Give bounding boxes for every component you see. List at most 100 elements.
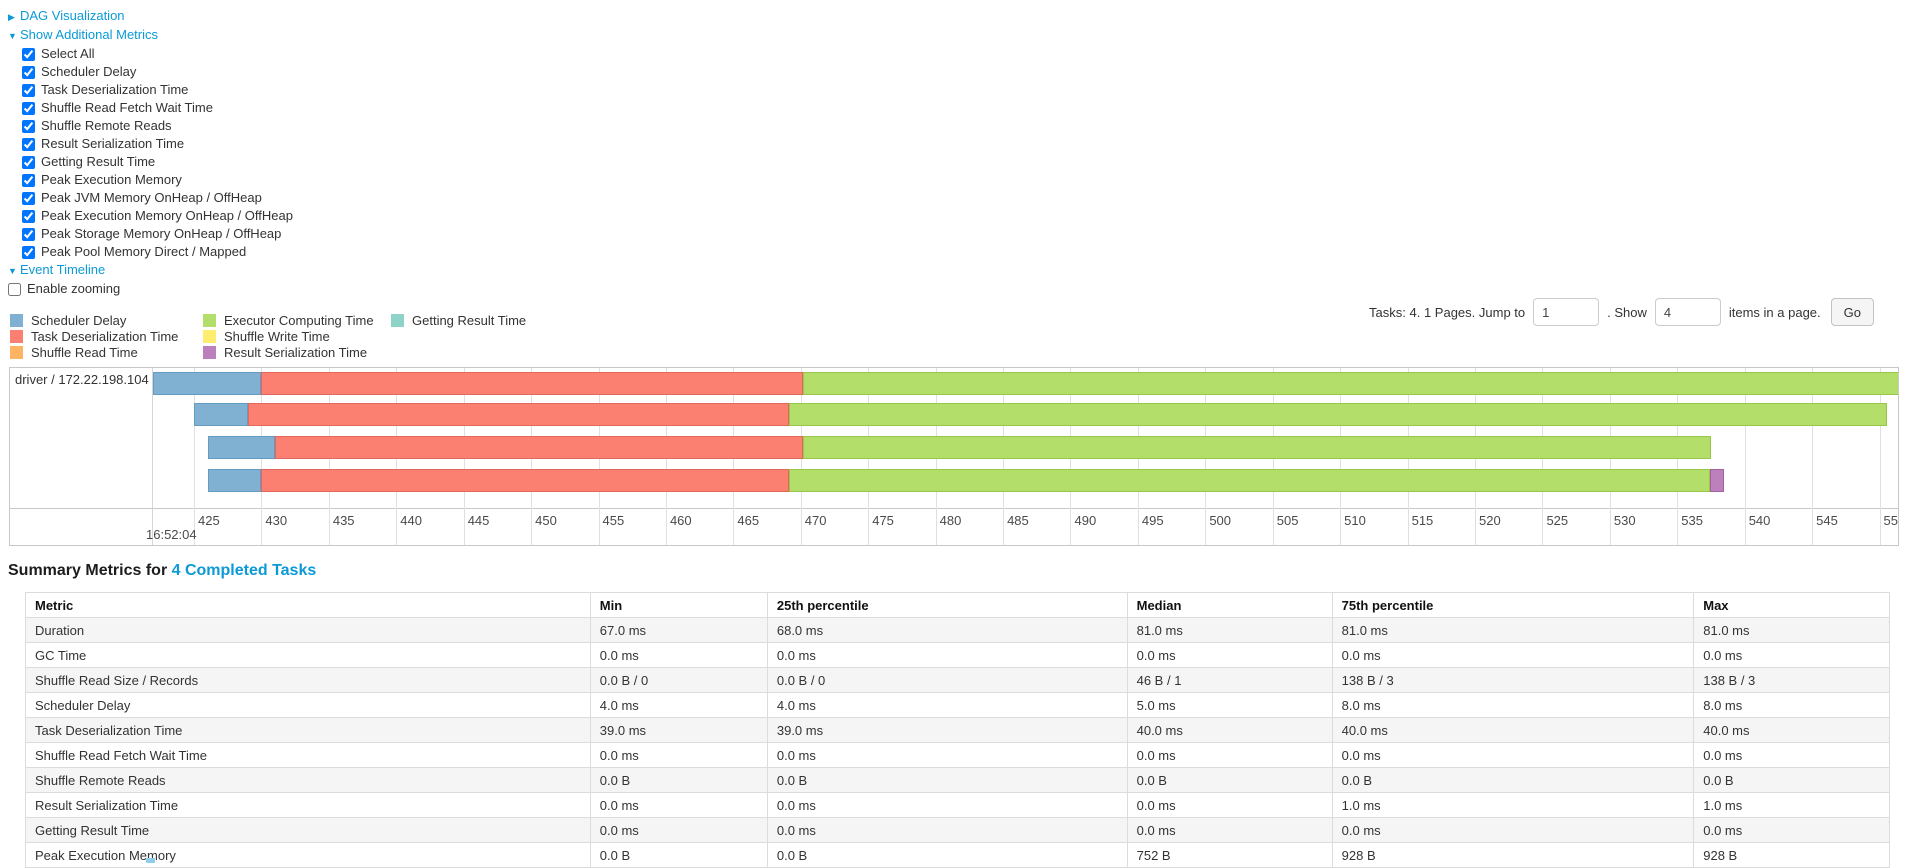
metric-value-cell: 1.0 ms — [1693, 792, 1890, 818]
task-segment-executor-computing[interactable] — [803, 372, 1898, 395]
timeline-label-panel: driver / 172.22.198.104 — [10, 368, 153, 545]
axis-tick-label: 515 — [1411, 513, 1434, 528]
task-segment-executor-computing[interactable] — [803, 436, 1712, 459]
summary-table-row: Shuffle Read Fetch Wait Time 0.0 ms 0.0 ms… — [25, 742, 1890, 768]
legend-swatch — [203, 329, 216, 343]
summary-heading-text: Summary Metrics for — [8, 562, 172, 579]
axis-tick-label: 490 — [1074, 513, 1097, 528]
metric-value-cell: 8.0 ms — [1693, 692, 1890, 718]
axis-tick-label: 505 — [1276, 513, 1299, 528]
metric-value-cell: 4.0 ms — [589, 692, 768, 718]
dag-visualization-toggle[interactable]: ▶ DAG Visualization — [8, 7, 1907, 26]
metric-value-cell: 0.0 ms — [766, 792, 1128, 818]
metric-checkbox-label: Task Deserialization Time — [41, 82, 189, 97]
metric-checkbox-row: Peak Execution Memory OnHeap / OffHeap — [8, 207, 1907, 225]
metric-checkbox[interactable] — [22, 83, 35, 97]
task-segment-task-deserialization[interactable] — [274, 436, 804, 459]
axis-time-label: 16:52:04 — [146, 527, 197, 542]
summary-table-row: Task Deserialization Time 39.0 ms 39.0 ms 4… — [25, 717, 1890, 743]
task-segment-scheduler-delay[interactable] — [194, 403, 248, 426]
metric-checkbox-row: Peak Pool Memory Direct / Mapped — [8, 243, 1907, 261]
metric-checkbox[interactable] — [22, 173, 35, 187]
metric-checkbox-list: Select All Scheduler Delay Task Deserializ… — [8, 45, 1907, 261]
completed-tasks-link[interactable]: 4 Completed Tasks — [171, 562, 317, 579]
legend-item: Shuffle Read Time — [10, 344, 203, 360]
legend-label: Result Serialization Time — [224, 344, 368, 360]
task-segment-scheduler-delay[interactable] — [153, 372, 261, 395]
legend-label: Scheduler Delay — [31, 312, 127, 328]
pagination-prefix-text: Tasks: 4. 1 Pages. Jump to — [1369, 304, 1526, 320]
metric-value-cell: 81.0 ms — [1126, 617, 1333, 643]
metric-value-cell: 4.0 ms — [766, 692, 1128, 718]
metric-checkbox[interactable] — [22, 65, 35, 79]
metric-checkbox-label: Select All — [41, 46, 95, 61]
summary-table-row: Duration 67.0 ms 68.0 ms 81.0 ms 81.0 ms 81.0… — [25, 617, 1890, 643]
metric-checkbox-label: Shuffle Read Fetch Wait Time — [41, 100, 213, 115]
task-segment-task-deserialization[interactable] — [260, 469, 790, 492]
task-segment-task-deserialization[interactable] — [260, 372, 804, 395]
metric-checkbox-row: Getting Result Time — [8, 153, 1907, 171]
metric-value-cell: 0.0 B — [766, 767, 1128, 793]
metric-checkbox[interactable] — [22, 155, 35, 169]
timeline-plot-area: 425 430 435 440 445 450 455 460 465 470 475 480 485 4… — [153, 368, 1898, 545]
metric-value-cell: 39.0 ms — [766, 717, 1128, 743]
metric-value-cell: 138 B / 3 — [1693, 667, 1890, 693]
metric-checkbox[interactable] — [22, 245, 35, 259]
metric-value-cell: 81.0 ms — [1693, 617, 1890, 643]
pagination-mid-text: . Show — [1607, 304, 1647, 320]
event-timeline-toggle[interactable]: ▼ Event Timeline — [8, 261, 1907, 280]
go-button[interactable]: Go — [1830, 298, 1874, 326]
task-bar — [153, 436, 1898, 459]
axis-tick-label: 470 — [804, 513, 827, 528]
items-per-page-input[interactable] — [1654, 298, 1721, 326]
legend-swatch — [203, 345, 216, 359]
task-pagination: Tasks: 4. 1 Pages. Jump to . Show items … — [1369, 298, 1874, 326]
summary-table-row: Scheduler Delay 4.0 ms 4.0 ms 5.0 ms 8.0 ms 8… — [25, 692, 1890, 718]
metric-checkbox[interactable] — [22, 227, 35, 241]
metric-value-cell: 0.0 B — [1331, 767, 1695, 793]
task-segment-executor-computing[interactable] — [789, 469, 1711, 492]
metric-value-cell: 0.0 B — [589, 842, 768, 868]
timeline-controls: ▶ DAG Visualization ▼ Show Additional Metr… — [0, 0, 1907, 298]
axis-tick-label: 535 — [1681, 513, 1703, 528]
axis-tick-label: 435 — [332, 513, 355, 528]
summary-column-header: Metric — [25, 592, 591, 618]
metric-checkbox[interactable] — [22, 137, 35, 151]
pagination-suffix-text: items in a page. — [1728, 304, 1821, 320]
metric-name-cell: Shuffle Remote Reads — [25, 767, 591, 793]
metric-checkbox-label: Peak JVM Memory OnHeap / OffHeap — [41, 190, 262, 205]
axis-gridline — [1812, 368, 1814, 545]
metric-checkbox-label: Result Serialization Time — [41, 136, 185, 151]
metric-value-cell: 0.0 B — [589, 767, 768, 793]
metric-checkbox[interactable] — [22, 101, 35, 115]
summary-column-header: Median — [1126, 592, 1333, 618]
metric-checkbox[interactable] — [22, 119, 35, 133]
task-segment-scheduler-delay[interactable] — [207, 469, 261, 492]
task-segment-executor-computing[interactable] — [789, 403, 1887, 426]
metric-checkbox-row: Peak Storage Memory OnHeap / OffHeap — [8, 225, 1907, 243]
event-timeline-label: Event Timeline — [20, 262, 106, 277]
metric-checkbox[interactable] — [22, 209, 35, 223]
metric-name-cell: Result Serialization Time — [25, 792, 591, 818]
task-segment-task-deserialization[interactable] — [247, 403, 790, 426]
enable-zooming-checkbox[interactable] — [8, 282, 21, 296]
legend-label: Shuffle Write Time — [224, 328, 330, 344]
task-segment-result-serialization[interactable] — [1710, 469, 1725, 492]
legend-label: Task Deserialization Time — [31, 328, 179, 344]
metric-checkbox-label: Scheduler Delay — [41, 64, 137, 79]
metric-checkbox-row: Result Serialization Time — [8, 135, 1907, 153]
metric-value-cell: 0.0 B / 0 — [766, 667, 1128, 693]
metric-name-cell: Peak Execution Memory — [25, 842, 591, 868]
metric-checkbox[interactable] — [22, 191, 35, 205]
show-additional-metrics-toggle[interactable]: ▼ Show Additional Metrics — [8, 26, 1907, 45]
summary-metrics-heading: Summary Metrics for 4 Completed Tasks — [8, 562, 1907, 580]
task-segment-scheduler-delay[interactable] — [207, 436, 275, 459]
summary-table-row: Result Serialization Time 0.0 ms 0.0 ms 0.0… — [25, 792, 1890, 818]
jump-to-page-input[interactable] — [1533, 298, 1600, 326]
metric-checkbox-row: Select All — [8, 45, 1907, 63]
metric-checkbox[interactable] — [22, 47, 35, 61]
axis-tick-label: 430 — [265, 513, 288, 528]
axis-gridline — [1744, 368, 1746, 545]
task-bar — [153, 469, 1898, 492]
metric-value-cell: 0.0 ms — [1331, 742, 1695, 768]
